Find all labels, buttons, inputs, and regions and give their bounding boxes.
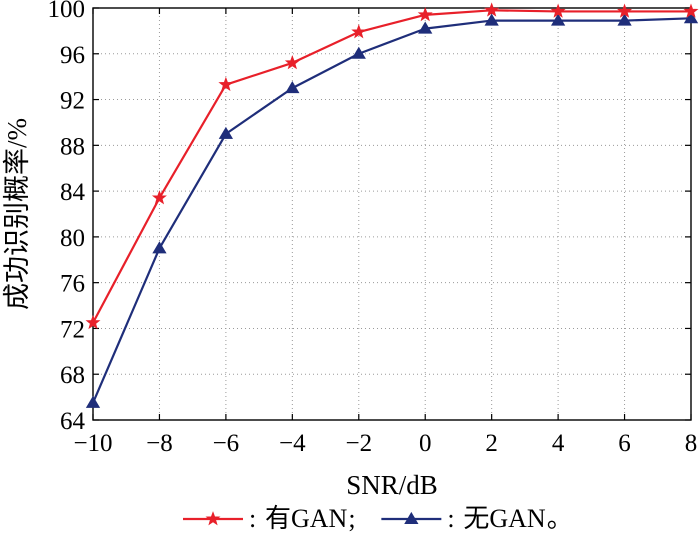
data-point-marker: [417, 6, 433, 22]
data-point-marker: [550, 13, 566, 26]
grid-lines: [93, 8, 691, 420]
legend-item: : 无GAN。: [381, 504, 573, 533]
data-point-marker: [617, 3, 633, 18]
series-line: [91, 17, 692, 404]
series-line: [92, 9, 691, 324]
plot-area-frame: [92, 7, 692, 421]
data-point-marker: [85, 395, 101, 408]
y-tick-label: 68: [60, 362, 85, 389]
x-tick-label: 6: [618, 430, 631, 457]
y-tick-label: 64: [60, 408, 86, 435]
data-point-marker: [351, 24, 367, 39]
x-tick-label: −6: [213, 430, 240, 457]
data-point-marker: [418, 21, 433, 34]
y-tick-label: 72: [60, 316, 85, 343]
data-point-marker: [351, 46, 366, 59]
data-point-marker: [218, 76, 234, 92]
legend-punctuation: 。: [547, 504, 573, 533]
data-point-marker: [617, 13, 632, 26]
y-tick-label: 88: [60, 133, 85, 160]
data-point-marker: [683, 3, 699, 18]
y-tick-label: 76: [60, 271, 85, 298]
y-tick-label: 80: [60, 225, 85, 252]
legend-label: 有GAN: [265, 504, 348, 533]
legend-colon: :: [249, 504, 256, 533]
x-tick-label: 8: [685, 430, 698, 457]
x-tick-label: 0: [419, 430, 432, 457]
legend-colon: :: [447, 504, 454, 533]
x-tick-labels: −10 −8 −6 −4 −2 0 2 4 6 8: [73, 430, 697, 457]
data-point-marker: [85, 314, 101, 330]
y-tick-label: 92: [60, 88, 85, 115]
data-point-marker: [151, 190, 167, 205]
y-tick-labels: 64 68 72 76 80 84 88 92 96 100: [48, 0, 86, 435]
y-axis-title: 成功识别概率/%: [2, 118, 32, 310]
x-tick-label: 4: [552, 430, 565, 457]
axis-ticks: [92, 7, 692, 421]
legend-marker: [205, 511, 221, 526]
x-tick-label: 2: [485, 430, 498, 457]
y-tick-label: 96: [60, 42, 85, 69]
data-point-marker: [484, 13, 499, 26]
data-point-marker: [152, 241, 167, 254]
data-point-marker: [285, 81, 300, 94]
x-tick-label: −4: [279, 430, 306, 457]
data-point-marker: [284, 55, 300, 70]
series-1: [85, 2, 699, 330]
legend-marker: [404, 511, 419, 525]
legend-item: : 有GAN;: [183, 504, 356, 533]
series-2: [85, 11, 699, 408]
legend-punctuation: ;: [348, 504, 355, 533]
legend: : 有GAN;: 无GAN。: [183, 504, 573, 533]
x-tick-label: −10: [73, 430, 112, 457]
data-point-marker: [218, 126, 234, 139]
legend-label: 无GAN: [463, 504, 546, 533]
data-point-marker: [550, 3, 566, 18]
data-point-marker: [484, 2, 500, 17]
series-layer: [85, 2, 699, 408]
y-tick-label: 84: [60, 179, 86, 206]
x-axis-title: SNR/dB: [346, 470, 438, 500]
data-point-marker: [683, 11, 699, 24]
x-tick-label: −8: [146, 430, 173, 457]
y-tick-label: 100: [48, 0, 86, 23]
x-tick-label: −2: [345, 430, 372, 457]
